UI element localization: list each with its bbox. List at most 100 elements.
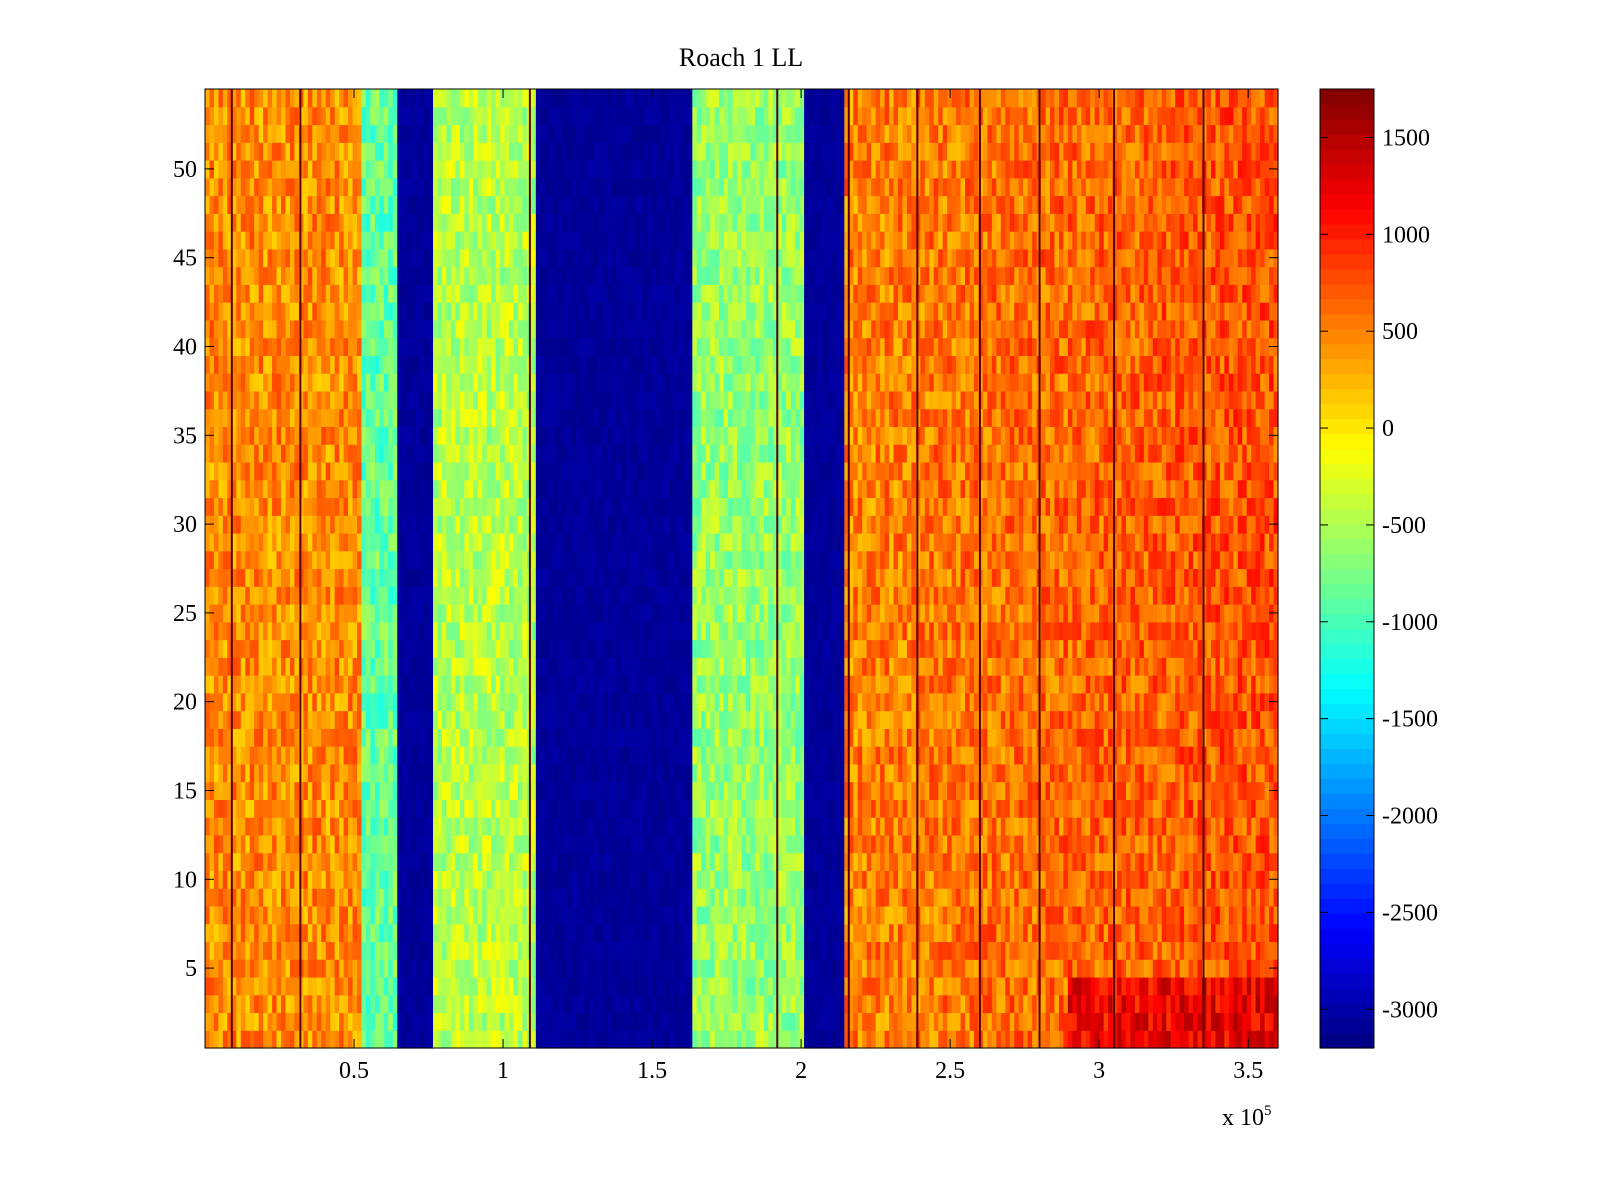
heatmap-cell (410, 302, 416, 321)
heatmap-cell (397, 550, 403, 570)
heatmap-cell (294, 532, 300, 552)
heatmap-cell (289, 106, 296, 126)
heatmap-cell (571, 302, 577, 321)
heatmap-cell (567, 319, 573, 339)
heatmap-cell (379, 959, 385, 978)
heatmap-cell (459, 781, 465, 800)
heatmap-cell (585, 604, 591, 623)
heatmap-cell (272, 923, 278, 943)
heatmap-cell (334, 1012, 340, 1031)
heatmap-cell (562, 1030, 568, 1049)
heatmap-cell (343, 337, 349, 356)
heatmap-cell (289, 515, 296, 534)
heatmap-cell (245, 160, 251, 179)
heatmap-cell (298, 106, 304, 126)
heatmap-cell (535, 604, 541, 623)
heatmap-cell (397, 852, 403, 872)
heatmap-cell (415, 89, 421, 108)
heatmap-cell (531, 586, 537, 605)
heatmap-cell (611, 479, 617, 499)
heatmap-cell (281, 390, 287, 410)
heatmap-cell (593, 781, 600, 800)
heatmap-cell (446, 390, 452, 410)
heatmap-cell (558, 177, 564, 197)
heatmap-cell (558, 160, 564, 179)
heatmap-cell (281, 497, 287, 516)
heatmap-cell (397, 408, 403, 428)
heatmap-cell (495, 461, 501, 481)
heatmap-cell (339, 408, 345, 428)
heatmap-cell (236, 142, 242, 161)
heatmap-cell (249, 923, 255, 943)
heatmap-cell (602, 621, 608, 641)
heatmap-cell (263, 355, 269, 374)
heatmap-cell (611, 799, 617, 818)
heatmap-cell (227, 976, 233, 996)
heatmap-cell (585, 248, 591, 268)
heatmap-cell (267, 106, 273, 126)
heatmap-cell (500, 923, 506, 943)
heatmap-cell (491, 124, 497, 143)
heatmap-cell (267, 426, 273, 445)
heatmap-cell (553, 586, 559, 605)
heatmap-cell (298, 586, 304, 605)
heatmap-cell (236, 89, 242, 108)
heatmap-cell (428, 231, 434, 250)
heatmap-cell (401, 177, 407, 197)
heatmap-cell (473, 550, 479, 570)
heatmap-cell (379, 444, 385, 463)
heatmap-cell (388, 497, 394, 516)
heatmap-cell (263, 461, 269, 481)
heatmap-cell (281, 302, 287, 321)
heatmap-cell (571, 657, 577, 676)
heatmap-cell (276, 142, 282, 161)
heatmap-cell (240, 710, 246, 729)
heatmap-cell (611, 302, 617, 321)
heatmap-cell (343, 994, 349, 1014)
heatmap-cell (580, 284, 586, 303)
heatmap-cell (307, 390, 313, 410)
heatmap-cell (424, 852, 430, 872)
heatmap-cell (392, 195, 398, 214)
heatmap-cell (598, 657, 604, 676)
heatmap-cell (276, 355, 282, 374)
heatmap-cell (236, 621, 242, 641)
heatmap-cell (289, 355, 296, 374)
heatmap-cell (468, 461, 474, 481)
heatmap-cell (303, 444, 309, 463)
heatmap-cell (231, 497, 237, 516)
heatmap-cell (406, 639, 412, 658)
heatmap-cell (370, 852, 376, 872)
heatmap-cell (316, 905, 322, 925)
heatmap-cell (450, 746, 456, 765)
heatmap-cell (522, 923, 528, 943)
heatmap-cell (482, 568, 488, 587)
heatmap-cell (558, 657, 564, 676)
heatmap-cell (486, 532, 492, 552)
heatmap-cell (535, 781, 541, 800)
heatmap-cell (254, 604, 260, 623)
heatmap-cell (231, 834, 237, 854)
heatmap-cell (240, 870, 246, 889)
heatmap-cell (254, 177, 260, 197)
heatmap-cell (245, 1012, 251, 1031)
heatmap-cell (459, 675, 465, 694)
heatmap-cell (428, 515, 434, 534)
heatmap-cell (424, 461, 430, 481)
heatmap-cell (468, 923, 474, 943)
heatmap-cell (303, 604, 309, 623)
heatmap-cell (593, 177, 600, 197)
heatmap-cell (330, 550, 336, 570)
heatmap-cell (240, 1012, 246, 1031)
heatmap-cell (222, 231, 228, 250)
heatmap-cell (571, 142, 577, 161)
heatmap-cell (607, 888, 613, 907)
heatmap-cell (352, 177, 358, 197)
heatmap-cell (441, 266, 448, 285)
heatmap-cell (236, 1012, 242, 1031)
heatmap-cell (500, 852, 506, 872)
heatmap-cell (540, 959, 546, 978)
heatmap-cell (433, 390, 439, 410)
heatmap-cell (553, 497, 559, 516)
heatmap-cell (433, 692, 439, 712)
